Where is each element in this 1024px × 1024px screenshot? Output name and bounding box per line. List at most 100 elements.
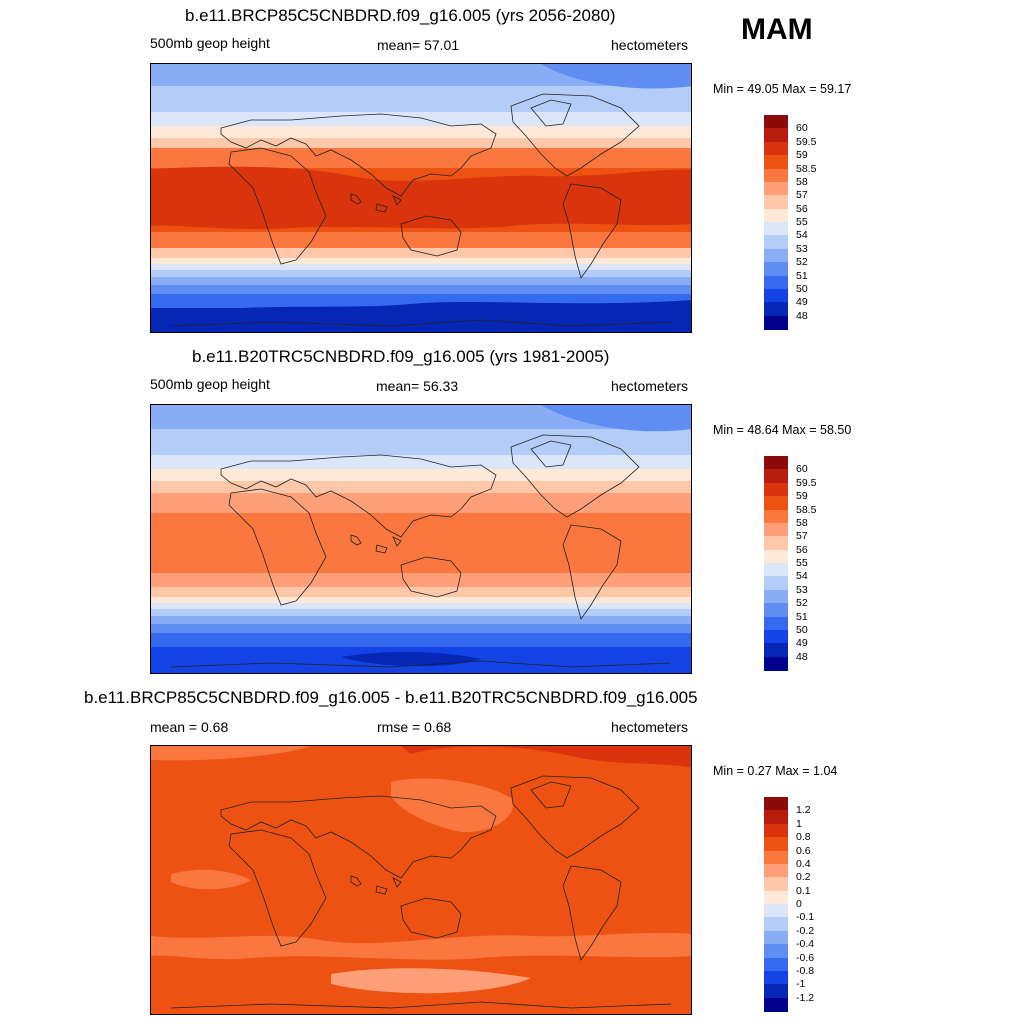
- colorbar-swatch: [764, 315, 788, 330]
- colorbar-label: 57: [796, 530, 808, 543]
- colorbar-label: 58.5: [796, 503, 817, 516]
- panel3-minmax-label: Min = 0.27 Max = 1.04: [713, 764, 838, 778]
- panel2-map: [150, 404, 692, 674]
- colorbar-label: 48: [796, 650, 808, 663]
- panel3-title: b.e11.BRCP85C5CNBDRD.f09_g16.005 - b.e11…: [84, 688, 698, 707]
- colorbar-label: 48: [796, 309, 808, 322]
- colorbar-label: -0.1: [796, 911, 815, 924]
- colorbar-label: 0.2: [796, 871, 811, 884]
- colorbar-label: 59: [796, 149, 808, 162]
- colorbar-swatch: [764, 288, 788, 303]
- colorbar-label: 52: [796, 597, 808, 610]
- colorbar-label: 56: [796, 543, 808, 556]
- panel1-units-label: hectometers: [611, 37, 689, 53]
- colorbar-swatch: [764, 248, 788, 263]
- colorbar-swatch: [764, 496, 788, 510]
- panel3-coastlines: [170, 775, 672, 1009]
- colorbar-label: 52: [796, 256, 808, 269]
- colorbar-label: 54: [796, 570, 808, 583]
- panel2-coastlines: [170, 434, 672, 668]
- colorbar-label: -0.4: [796, 938, 815, 951]
- colorbar-label: 56: [796, 202, 808, 215]
- colorbar-swatch: [764, 997, 788, 1012]
- colorbar-swatch: [764, 222, 788, 236]
- colorbar-label: 58: [796, 516, 808, 529]
- colorbar-label: 0.6: [796, 844, 811, 857]
- colorbar-swatch: [764, 970, 788, 985]
- panel1-mean-label: mean= 57.01: [377, 37, 460, 53]
- colorbar-label: 1.2: [796, 804, 811, 817]
- colorbar-swatch: [764, 810, 788, 825]
- colorbar-label: 59.5: [796, 135, 817, 148]
- panel2-mean-label: mean= 56.33: [376, 378, 459, 394]
- panel2-minmax-label: Min = 48.64 Max = 58.50: [713, 423, 852, 437]
- colorbar-label: 55: [796, 216, 808, 228]
- colorbar-swatch: [764, 850, 788, 865]
- colorbar-swatch: [764, 115, 788, 129]
- panel3-contour-bands: [151, 746, 691, 1014]
- colorbar-swatch: [764, 128, 788, 143]
- colorbar-swatch: [764, 863, 788, 878]
- panel3-units-label: hectometers: [611, 719, 689, 735]
- colorbar-swatch: [764, 168, 788, 183]
- colorbar-swatch: [764, 917, 788, 932]
- colorbar-label: 60: [796, 122, 808, 135]
- colorbar-swatch: [764, 589, 788, 604]
- colorbar-label: 50: [796, 282, 808, 295]
- colorbar-swatch: [764, 823, 788, 838]
- colorbar-swatch: [764, 195, 788, 210]
- colorbar-swatch: [764, 549, 788, 564]
- panel1-contour-bands: [151, 64, 691, 332]
- colorbar-swatch: [764, 904, 788, 918]
- panel1-minmax-label: Min = 49.05 Max = 59.17: [713, 82, 852, 96]
- colorbar-swatch: [764, 603, 788, 617]
- colorbar-label: 50: [796, 623, 808, 636]
- colorbar-swatch: [764, 944, 788, 958]
- panel2-contour-bands: [151, 405, 691, 673]
- colorbar-label: 59: [796, 490, 808, 503]
- season-label: MAM: [741, 13, 813, 46]
- colorbar-label: -1.2: [796, 991, 815, 1004]
- panel2-variable-label: 500mb geop height: [150, 376, 270, 392]
- colorbar-label: 49: [796, 296, 808, 309]
- colorbar-swatch: [764, 984, 788, 999]
- colorbar-label: 0.4: [796, 857, 811, 870]
- colorbar-swatch: [764, 877, 788, 892]
- panel1-map: [150, 63, 692, 333]
- colorbar-swatch: [764, 930, 788, 945]
- colorbar-label: 0: [796, 898, 802, 910]
- colorbar-label: 49: [796, 637, 808, 650]
- colorbar-swatch: [764, 275, 788, 290]
- colorbar-label: 1: [796, 817, 802, 830]
- colorbar-label: 53: [796, 583, 808, 596]
- colorbar-label: -0.8: [796, 964, 815, 977]
- colorbar-swatch: [764, 509, 788, 524]
- colorbar-swatch: [764, 482, 788, 497]
- panel1-coastlines: [170, 93, 672, 327]
- colorbar-label: 53: [796, 242, 808, 255]
- panel2-title: b.e11.B20TRC5CNBDRD.f09_g16.005 (yrs 198…: [192, 347, 610, 366]
- colorbar-label: 55: [796, 557, 808, 569]
- colorbar-label: 51: [796, 610, 808, 623]
- colorbar-label: 51: [796, 269, 808, 282]
- colorbar-swatch: [764, 235, 788, 250]
- colorbar-swatch: [764, 957, 788, 972]
- colorbar-swatch: [764, 469, 788, 484]
- colorbar-label: 57: [796, 189, 808, 202]
- panel1-title: b.e11.BRCP85C5CNBDRD.f09_g16.005 (yrs 20…: [185, 6, 616, 25]
- colorbar-swatch: [764, 181, 788, 196]
- colorbar-label: -0.2: [796, 924, 815, 937]
- panel2-units-label: hectometers: [611, 378, 689, 394]
- colorbar-swatch: [764, 141, 788, 156]
- colorbar-label: 59.5: [796, 476, 817, 489]
- colorbar-swatch: [764, 302, 788, 317]
- colorbar-label: 54: [796, 229, 808, 242]
- colorbar-label: -0.6: [796, 951, 815, 964]
- colorbar-label: 0.8: [796, 831, 811, 844]
- colorbar-swatch: [764, 643, 788, 658]
- colorbar-swatch: [764, 616, 788, 631]
- colorbar-label: 0.1: [796, 884, 811, 897]
- colorbar-label: 60: [796, 463, 808, 476]
- panel3-mean-label: mean = 0.68: [150, 719, 229, 735]
- colorbar-swatch: [764, 563, 788, 577]
